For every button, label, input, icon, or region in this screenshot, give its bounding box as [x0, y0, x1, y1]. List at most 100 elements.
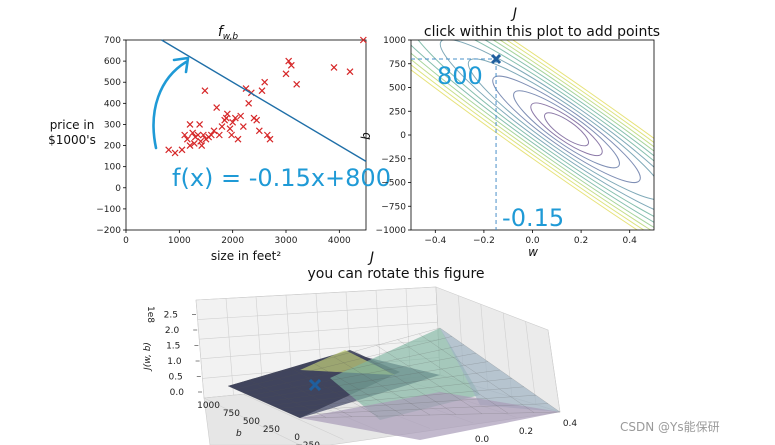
- b-tick-label: 250: [263, 425, 280, 435]
- b-tick-label: 1000: [197, 401, 220, 411]
- scatter-axes-frame: [125, 39, 367, 231]
- y-tick-label: 700: [104, 36, 121, 46]
- contour-level: [411, 40, 654, 230]
- contour-level: [411, 40, 654, 230]
- scatter-y-label: price in $1000's: [48, 118, 96, 147]
- floor-gridline: [243, 393, 344, 440]
- data-point: [237, 112, 245, 120]
- z-tick-label: 1.0: [167, 357, 182, 367]
- floor-gridline: [203, 397, 301, 445]
- y-tick-label: 0: [115, 184, 121, 194]
- contour-x-label: w: [528, 245, 538, 259]
- contour-subtitle[interactable]: click within this plot to add points: [424, 24, 660, 40]
- x-tick-label: −0.2: [473, 236, 495, 246]
- contour-level: [411, 40, 654, 230]
- mesh-line: [227, 385, 301, 419]
- y-tick-label: −100: [96, 205, 121, 215]
- contour-level: [513, 90, 620, 169]
- data-point: [171, 149, 179, 157]
- surface-w-ticks: 0.0 0.2 0.4: [475, 419, 578, 445]
- data-point: [207, 131, 215, 139]
- y-tick-label: 250: [389, 107, 406, 117]
- y-tick-label: −500: [381, 179, 406, 189]
- surface-marker: [308, 378, 322, 392]
- data-point: [359, 36, 367, 44]
- b-tick-label: 500: [243, 417, 260, 427]
- y-tick-label: −250: [381, 155, 406, 165]
- data-point: [245, 99, 253, 107]
- data-point: [186, 121, 194, 128]
- marker-stroke: [490, 53, 502, 65]
- z-tick-label: 0.5: [168, 373, 182, 383]
- w-value-annotation: -0.15: [502, 204, 564, 232]
- data-point: [197, 137, 205, 145]
- data-point: [282, 70, 290, 78]
- surface-b-label: b: [236, 429, 242, 439]
- surface-front-face: [300, 392, 560, 440]
- surface-mesh: [227, 327, 561, 419]
- mesh-line: [249, 380, 327, 418]
- mesh-line: [270, 374, 353, 417]
- data-point: [253, 116, 261, 124]
- mesh-line: [291, 368, 379, 417]
- data-point: [190, 140, 198, 147]
- w-tick-label: 0.4: [563, 419, 578, 429]
- contour-level: [439, 40, 654, 220]
- model-line: [161, 39, 367, 162]
- contour-level: [530, 102, 603, 157]
- x-tick-label: 3000: [275, 236, 298, 246]
- b-value-annotation: 800: [437, 62, 483, 90]
- surface-panel[interactable]: J you can rotate this figure 0.0 0.5 1.0 1.…: [143, 250, 577, 445]
- w-tick-label: 0.0: [475, 435, 490, 445]
- scatter-x-label: size in feet²: [211, 249, 282, 263]
- data-point: [234, 135, 242, 143]
- back-gridline: [200, 339, 439, 360]
- data-point: [181, 131, 189, 139]
- data-point: [285, 57, 293, 65]
- contour-lines: [411, 40, 654, 230]
- mesh-line: [312, 362, 405, 416]
- y-tick-label: −1000: [376, 226, 407, 236]
- scatter-x-ticks: 0 1000 2000 3000 4000: [123, 230, 351, 246]
- line-equation-annotation: f(x) = -0.15x+800: [172, 164, 391, 192]
- w-b-marker[interactable]: [490, 53, 502, 65]
- surface-title: J: [367, 250, 374, 266]
- data-point: [226, 125, 234, 133]
- data-point: [198, 142, 206, 149]
- contour-level: [411, 40, 654, 230]
- side-gridline: [525, 321, 537, 405]
- data-point: [215, 131, 223, 139]
- mesh-line: [376, 345, 483, 414]
- data-point: [165, 146, 173, 154]
- mesh-line: [333, 356, 431, 416]
- y-tick-label: 1000: [383, 36, 406, 46]
- z-tick-label: 2.0: [165, 326, 180, 336]
- watermark: CSDN @Ys能保研: [620, 420, 720, 434]
- data-point: [263, 131, 271, 139]
- b-tick-label: −250: [295, 441, 320, 445]
- data-point: [210, 127, 218, 135]
- data-point: [213, 104, 221, 111]
- z-tick-label: 2.5: [164, 311, 178, 321]
- x-tick-label: 0.2: [574, 236, 588, 246]
- back-gridline: [195, 286, 437, 301]
- marker-guides: [411, 58, 497, 230]
- y-tick-label: 300: [104, 120, 121, 130]
- x-tick-label: 2000: [221, 236, 244, 246]
- contour-level: [544, 112, 589, 147]
- data-point: [178, 146, 186, 154]
- back-gridline: [225, 298, 234, 396]
- y-tick-label: 750: [389, 60, 406, 70]
- y-tick-label: 200: [104, 142, 121, 152]
- y-tick-label: 500: [389, 84, 406, 94]
- data-point: [199, 131, 207, 139]
- surface-subtitle: you can rotate this figure: [307, 266, 484, 282]
- mesh-line: [439, 327, 561, 413]
- y-tick-label: 600: [104, 57, 121, 67]
- data-point: [293, 80, 301, 88]
- mesh-line: [355, 351, 457, 415]
- data-point: [194, 131, 202, 139]
- scatter-panel: fw,b 0 1000 2000 3000 4000 −200 −100 0 100 200 30…: [48, 24, 391, 263]
